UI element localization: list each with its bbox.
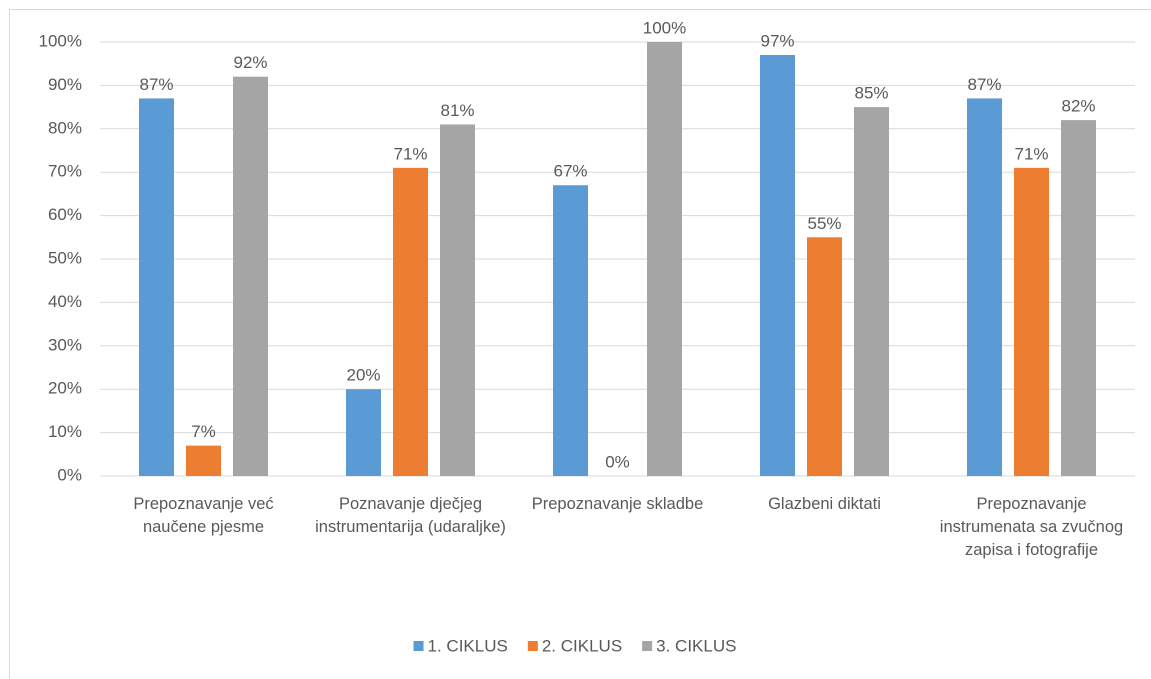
bar bbox=[807, 237, 842, 476]
data-label: 97% bbox=[760, 32, 794, 51]
y-tick-label: 40% bbox=[48, 292, 82, 311]
x-tick-label: Glazbeni diktati bbox=[768, 495, 881, 513]
y-tick-label: 100% bbox=[39, 31, 82, 50]
bar bbox=[440, 124, 475, 477]
data-label: 67% bbox=[553, 162, 587, 181]
y-tick-label: 60% bbox=[48, 205, 82, 224]
x-tick-label: Prepoznavanje već naučene pjesme bbox=[133, 495, 274, 536]
y-tick-label: 70% bbox=[48, 162, 82, 181]
bar bbox=[186, 445, 221, 476]
data-label: 20% bbox=[346, 366, 380, 385]
data-label: 0% bbox=[605, 452, 630, 471]
data-label: 87% bbox=[967, 75, 1001, 94]
bar bbox=[393, 167, 428, 477]
y-tick-label: 50% bbox=[48, 248, 82, 267]
legend-label: 1. CIKLUS bbox=[428, 636, 508, 655]
data-label: 81% bbox=[440, 101, 474, 120]
legend-label: 3. CIKLUS bbox=[656, 636, 736, 655]
data-label: 71% bbox=[393, 144, 427, 163]
data-label: 55% bbox=[807, 214, 841, 233]
x-tick-label: Prepoznavanje instrumenata sa zvučnog za… bbox=[939, 495, 1124, 559]
legend-swatch bbox=[527, 641, 538, 651]
y-tick-label: 10% bbox=[48, 422, 82, 441]
chart-border bbox=[9, 9, 1151, 679]
data-label: 100% bbox=[643, 18, 686, 37]
legend-swatch bbox=[642, 641, 653, 651]
bar bbox=[139, 98, 174, 477]
data-label: 82% bbox=[1061, 97, 1095, 116]
x-tick-label: Poznavanje dječjeg instrumentarija (udar… bbox=[315, 495, 506, 536]
legend-label: 2. CIKLUS bbox=[542, 636, 622, 655]
bar bbox=[967, 98, 1002, 477]
y-tick-label: 20% bbox=[48, 379, 82, 398]
data-label: 87% bbox=[139, 75, 173, 94]
x-tick-label: Prepoznavanje skladbe bbox=[531, 495, 704, 513]
bar bbox=[1014, 167, 1049, 477]
y-tick-label: 30% bbox=[48, 335, 82, 354]
bar bbox=[1061, 120, 1096, 477]
legend-swatch bbox=[413, 641, 424, 651]
bar bbox=[854, 107, 889, 476]
bar bbox=[647, 42, 682, 476]
data-label: 92% bbox=[233, 53, 267, 72]
bar bbox=[233, 76, 268, 476]
data-label: 85% bbox=[854, 84, 888, 103]
bar bbox=[346, 389, 381, 476]
bar bbox=[553, 185, 588, 476]
y-tick-label: 0% bbox=[57, 465, 82, 484]
data-label: 71% bbox=[1014, 144, 1048, 163]
bar bbox=[760, 55, 795, 477]
y-tick-label: 80% bbox=[48, 118, 82, 137]
data-label: 7% bbox=[191, 422, 216, 441]
y-tick-label: 90% bbox=[48, 75, 82, 94]
